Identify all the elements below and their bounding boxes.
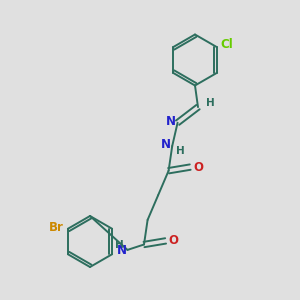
Text: H: H [176, 146, 184, 157]
Text: O: O [169, 234, 178, 248]
Text: N: N [117, 244, 127, 257]
Text: H: H [115, 239, 124, 250]
Text: H: H [206, 98, 215, 109]
Text: O: O [193, 160, 203, 174]
Text: Br: Br [49, 221, 63, 234]
Text: N: N [166, 115, 176, 128]
Text: Cl: Cl [221, 38, 233, 51]
Text: N: N [160, 138, 171, 151]
